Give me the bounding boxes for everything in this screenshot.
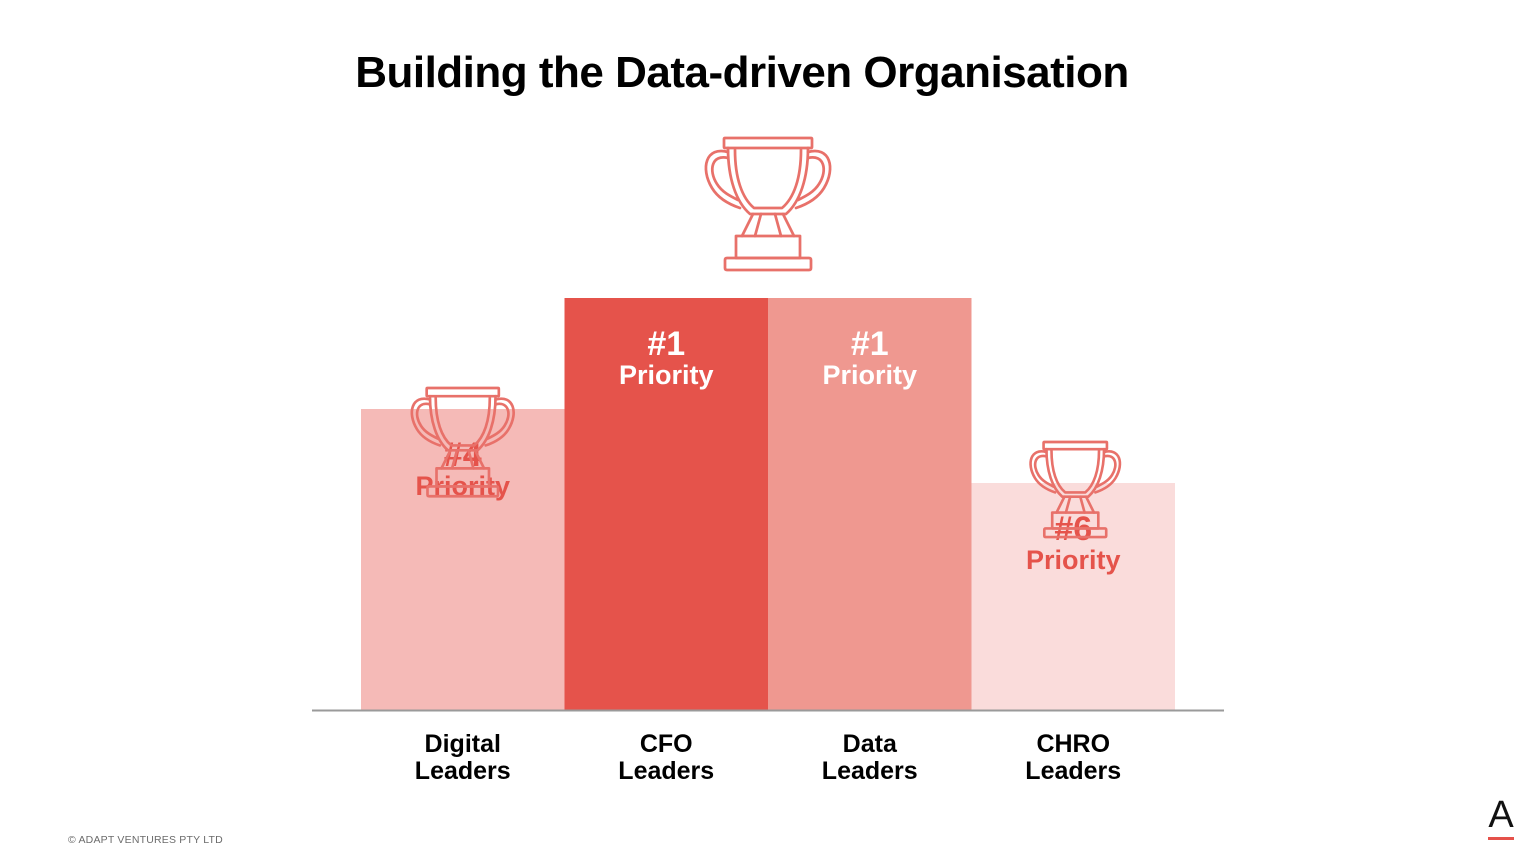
trophy-icon-digital <box>410 386 515 498</box>
rank-label: #1 <box>851 325 889 363</box>
category-label: Digital <box>425 730 501 758</box>
category-label: Leaders <box>618 757 714 785</box>
category-label: Leaders <box>1025 757 1121 785</box>
priority-label: Priority <box>822 360 917 390</box>
trophy-icon-chro <box>1029 440 1122 539</box>
category-label: Data <box>843 730 898 758</box>
brand-logo: A <box>1486 796 1516 844</box>
podium-bar <box>971 483 1175 710</box>
category-label: CFO <box>640 730 693 758</box>
podium-bar <box>768 298 972 710</box>
trophy-icon-top <box>704 136 832 272</box>
priority-label: Priority <box>1026 545 1121 575</box>
page-title: Building the Data-driven Organisation <box>355 48 1129 97</box>
copyright-footer: © ADAPT VENTURES PTY LTD <box>68 834 223 846</box>
category-label: CHRO <box>1036 730 1110 758</box>
brand-logo-underline <box>1488 837 1514 840</box>
brand-logo-letter: A <box>1488 794 1514 836</box>
category-label: Leaders <box>822 757 918 785</box>
podium-bar <box>361 409 565 710</box>
rank-label: #1 <box>647 325 685 363</box>
podium-bar <box>564 298 768 710</box>
category-label: Leaders <box>415 757 511 785</box>
priority-label: Priority <box>619 360 714 390</box>
